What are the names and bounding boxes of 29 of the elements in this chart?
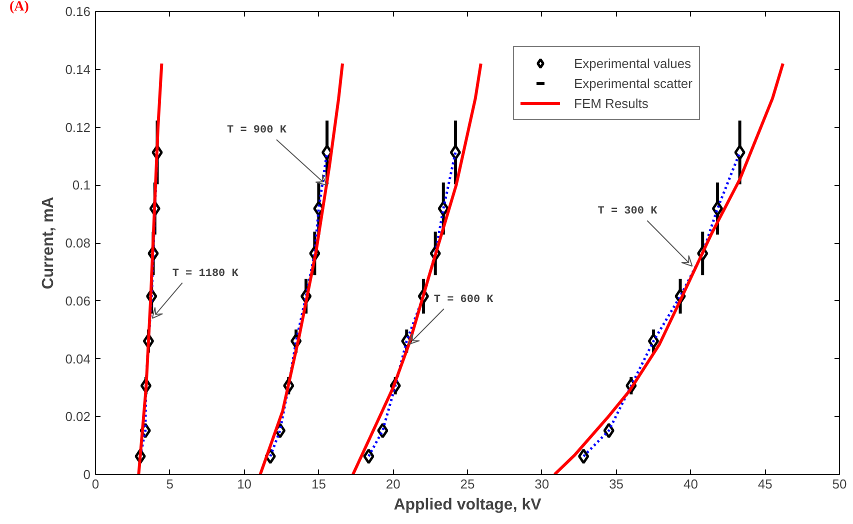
x-tick-label: 35 (609, 476, 624, 492)
x-tick-label: 20 (386, 476, 400, 492)
annotation: T = 900 K (227, 124, 287, 137)
y-tick-label: 0.16 (65, 4, 91, 19)
legend-label: FEM Results (574, 96, 648, 110)
y-tick-label: 0.06 (65, 293, 91, 308)
y-tick-label: 0.12 (65, 120, 91, 135)
x-tick-label: 40 (683, 476, 698, 492)
y-tick-label: 0.1 (72, 178, 91, 193)
y-tick-label: 0.08 (65, 236, 91, 250)
legend-label: Experimental values (574, 56, 692, 70)
text: (A) (10, 0, 30, 14)
x-tick-label: 50 (832, 476, 847, 492)
y-tick-label: 0.04 (65, 351, 91, 366)
y-axis-title: Current, mA (40, 196, 58, 290)
annotation: T = 600 K (434, 294, 494, 306)
x-tick-label: 30 (534, 476, 550, 492)
annotation: Experimental scatter (574, 76, 692, 90)
x-tick-label: 15 (311, 476, 326, 492)
annotation: T = 1180 K (172, 268, 239, 280)
x-axis-title: Applied voltage, kV (394, 496, 542, 514)
y-tick-label: 0 (83, 467, 91, 482)
x-tick-label: 45 (758, 476, 772, 492)
y-tick-label: 0.14 (65, 62, 91, 77)
y-tick-label: 0.02 (65, 409, 91, 424)
x-tick-label: 5 (166, 476, 174, 492)
x-tick-label: 10 (237, 476, 252, 492)
annotation: T = 300 K (598, 206, 658, 218)
x-tick-label: 25 (460, 476, 475, 492)
